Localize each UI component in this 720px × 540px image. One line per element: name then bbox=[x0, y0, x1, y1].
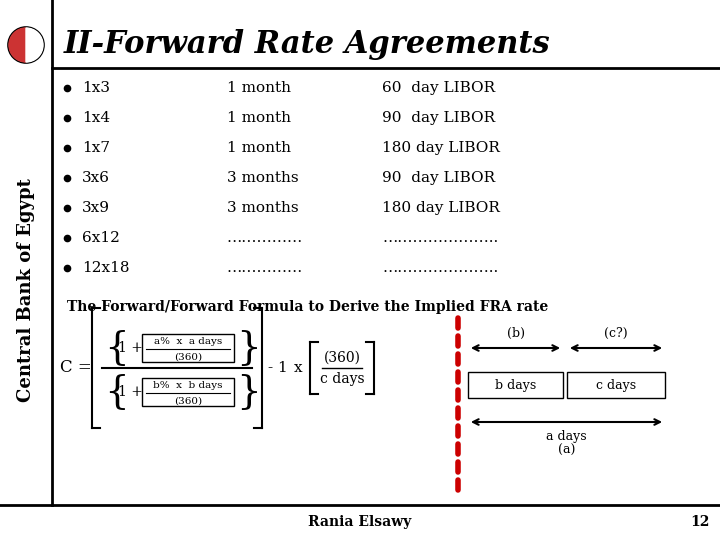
Text: C =: C = bbox=[60, 360, 91, 376]
Text: 12: 12 bbox=[690, 515, 710, 529]
Circle shape bbox=[8, 27, 44, 63]
Text: …………………..: ………………….. bbox=[382, 231, 498, 245]
Text: ……………: …………… bbox=[227, 261, 303, 275]
Text: 3 months: 3 months bbox=[227, 171, 299, 185]
Text: c days: c days bbox=[596, 379, 636, 392]
Text: }: } bbox=[236, 374, 261, 410]
Text: {: { bbox=[104, 374, 129, 410]
Text: ……………: …………… bbox=[227, 231, 303, 245]
Text: x: x bbox=[294, 361, 302, 375]
Text: 3x9: 3x9 bbox=[82, 201, 110, 215]
Text: II-Forward Rate Agreements: II-Forward Rate Agreements bbox=[64, 29, 551, 59]
Text: (360): (360) bbox=[323, 351, 361, 365]
Text: 180 day LIBOR: 180 day LIBOR bbox=[382, 201, 500, 215]
Bar bbox=[142, 378, 234, 406]
Text: 1 month: 1 month bbox=[227, 81, 291, 95]
Text: (c?): (c?) bbox=[604, 327, 628, 340]
Text: (a): (a) bbox=[558, 444, 575, 457]
Text: {: { bbox=[104, 329, 129, 367]
Text: Rania Elsawy: Rania Elsawy bbox=[308, 515, 412, 529]
Text: 12x18: 12x18 bbox=[82, 261, 130, 275]
Text: 3x6: 3x6 bbox=[82, 171, 110, 185]
Text: b%  x  b days: b% x b days bbox=[153, 381, 222, 390]
Text: }: } bbox=[236, 329, 261, 367]
Text: (360): (360) bbox=[174, 353, 202, 361]
Text: Central Bank of Egypt: Central Bank of Egypt bbox=[17, 178, 35, 402]
Bar bbox=[567, 372, 665, 398]
Text: 1 +: 1 + bbox=[118, 341, 143, 355]
Text: 90  day LIBOR: 90 day LIBOR bbox=[382, 171, 495, 185]
Text: 6x12: 6x12 bbox=[82, 231, 120, 245]
Text: 60  day LIBOR: 60 day LIBOR bbox=[382, 81, 495, 95]
Text: 1 +: 1 + bbox=[118, 385, 143, 399]
Text: - 1: - 1 bbox=[268, 361, 288, 375]
Text: a%  x  a days: a% x a days bbox=[154, 338, 222, 347]
Text: 1x7: 1x7 bbox=[82, 141, 110, 155]
Text: 90  day LIBOR: 90 day LIBOR bbox=[382, 111, 495, 125]
Text: a days: a days bbox=[546, 430, 587, 443]
Text: 3 months: 3 months bbox=[227, 201, 299, 215]
Text: 1x4: 1x4 bbox=[82, 111, 110, 125]
Text: 1 month: 1 month bbox=[227, 141, 291, 155]
Text: (360): (360) bbox=[174, 396, 202, 406]
Text: c days: c days bbox=[320, 372, 364, 386]
Wedge shape bbox=[26, 28, 43, 62]
Text: The Forward/Forward Formula to Derive the Implied FRA rate: The Forward/Forward Formula to Derive th… bbox=[67, 300, 548, 314]
Bar bbox=[468, 372, 563, 398]
Text: 1x3: 1x3 bbox=[82, 81, 110, 95]
Wedge shape bbox=[9, 28, 26, 62]
Bar bbox=[142, 334, 234, 362]
Text: b days: b days bbox=[495, 379, 536, 392]
Text: 1 month: 1 month bbox=[227, 111, 291, 125]
Text: (b): (b) bbox=[506, 327, 524, 340]
Text: 180 day LIBOR: 180 day LIBOR bbox=[382, 141, 500, 155]
Text: …………………..: ………………….. bbox=[382, 261, 498, 275]
